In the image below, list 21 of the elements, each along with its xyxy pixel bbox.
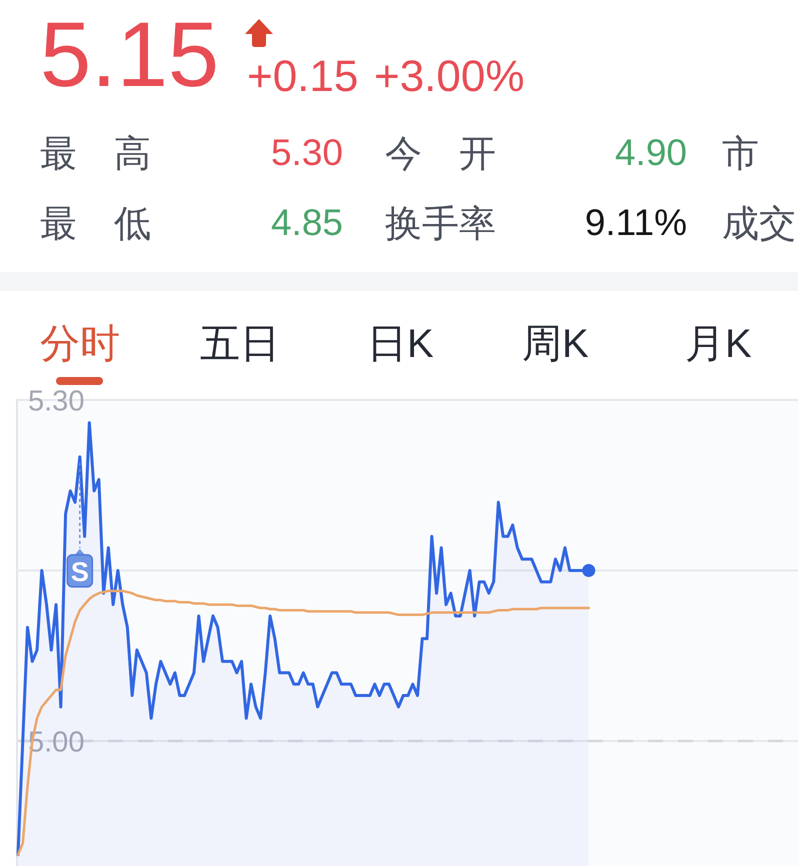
annotation-callout: S bbox=[66, 548, 94, 588]
text: 4.85 bbox=[270, 202, 343, 243]
annotation: S bbox=[70, 556, 89, 587]
line-series bbox=[16, 590, 590, 856]
text: 最 高 bbox=[40, 133, 151, 174]
text: 日K bbox=[367, 322, 434, 366]
text: 换手率 bbox=[385, 203, 496, 244]
text: 五日 bbox=[200, 322, 280, 366]
text: 市 bbox=[722, 133, 759, 174]
text: 4.90 bbox=[614, 132, 687, 173]
text: 9.11% bbox=[584, 202, 687, 243]
text: 今 开 bbox=[385, 133, 496, 174]
text: 最 低 bbox=[40, 203, 151, 244]
text: +3.00% bbox=[374, 52, 524, 101]
text: 周K bbox=[522, 322, 589, 366]
text: 分时 bbox=[40, 322, 120, 366]
text: 5.30 bbox=[270, 132, 343, 173]
text: 月K bbox=[685, 322, 752, 366]
text: +0.15 bbox=[247, 52, 358, 101]
text: 成交 bbox=[722, 203, 796, 244]
text: 5.15 bbox=[40, 4, 220, 106]
